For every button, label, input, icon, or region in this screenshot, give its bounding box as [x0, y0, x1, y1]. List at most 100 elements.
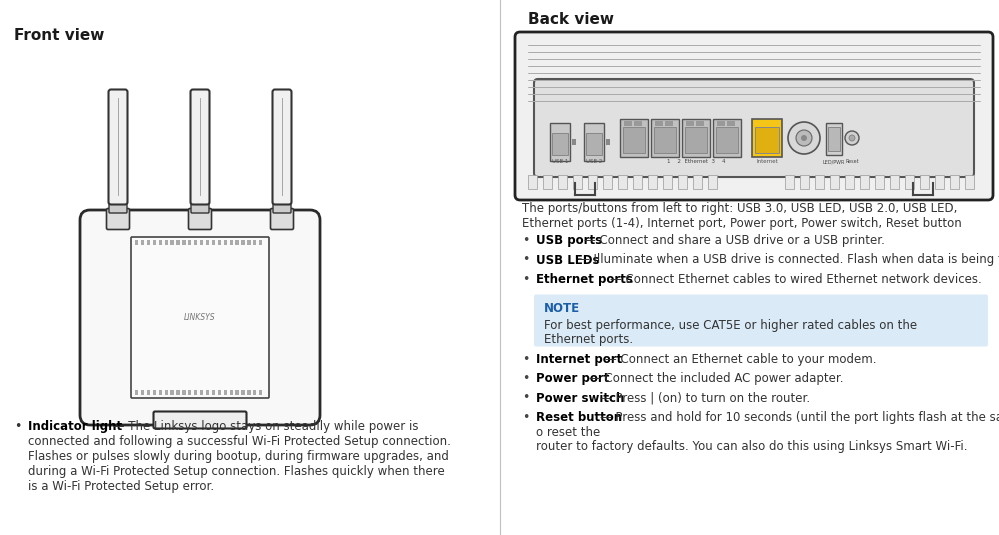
Bar — [558, 175, 567, 189]
Bar — [171, 240, 174, 245]
Bar — [875, 175, 884, 189]
Bar — [828, 127, 840, 151]
FancyBboxPatch shape — [273, 89, 292, 204]
Bar — [224, 240, 227, 245]
FancyBboxPatch shape — [107, 209, 130, 230]
Bar — [935, 175, 944, 189]
Bar — [206, 240, 209, 245]
Bar — [920, 175, 929, 189]
Bar — [830, 175, 839, 189]
Bar — [188, 240, 192, 245]
Bar — [177, 240, 180, 245]
Bar — [717, 121, 725, 126]
Bar — [236, 240, 239, 245]
Bar — [206, 390, 209, 395]
Bar — [845, 175, 854, 189]
Bar — [165, 240, 168, 245]
Bar — [648, 175, 657, 189]
Bar — [815, 175, 824, 189]
Text: — Connect the included AC power adapter.: — Connect the included AC power adapter. — [589, 372, 843, 385]
Bar — [727, 121, 735, 126]
Bar — [188, 390, 192, 395]
Text: Ethernet ports (1-4), Internet port, Power port, Power switch, Reset button: Ethernet ports (1-4), Internet port, Pow… — [522, 217, 962, 230]
Bar — [713, 119, 741, 157]
FancyBboxPatch shape — [191, 89, 210, 204]
Bar — [230, 390, 233, 395]
Text: •: • — [522, 411, 529, 424]
Bar — [177, 390, 180, 395]
Bar — [633, 175, 642, 189]
Bar — [655, 121, 663, 126]
Circle shape — [845, 131, 859, 145]
Bar — [230, 240, 233, 245]
Text: •: • — [522, 372, 529, 385]
Bar — [147, 390, 150, 395]
Bar — [550, 123, 570, 161]
Bar — [905, 175, 914, 189]
Text: — Connect Ethernet cables to wired Ethernet network devices.: — Connect Ethernet cables to wired Ether… — [610, 273, 982, 286]
Bar — [890, 175, 899, 189]
Text: — Connect and share a USB drive or a USB printer.: — Connect and share a USB drive or a USB… — [583, 234, 884, 247]
Text: Indicator light: Indicator light — [28, 420, 122, 433]
Bar — [141, 390, 144, 395]
Text: — Connect an Ethernet cable to your modem.: — Connect an Ethernet cable to your mode… — [605, 353, 876, 365]
FancyBboxPatch shape — [271, 209, 294, 230]
Bar — [620, 119, 648, 157]
Text: Reset button: Reset button — [536, 411, 622, 424]
Bar — [663, 175, 672, 189]
Bar — [200, 390, 203, 395]
Bar — [212, 240, 215, 245]
Bar — [682, 119, 710, 157]
Bar — [194, 390, 198, 395]
Bar — [654, 127, 676, 153]
Text: — Press and hold for 10 seconds (until the port lights flash at the same time) t: — Press and hold for 10 seconds (until t… — [599, 411, 999, 424]
Text: LED/PWR: LED/PWR — [823, 159, 845, 164]
Text: •: • — [522, 254, 529, 266]
Bar — [182, 240, 186, 245]
Text: •: • — [522, 353, 529, 365]
Bar — [665, 121, 673, 126]
Text: Flashes or pulses slowly during bootup, during firmware upgrades, and: Flashes or pulses slowly during bootup, … — [28, 450, 449, 463]
Circle shape — [849, 135, 855, 141]
Text: •: • — [522, 234, 529, 247]
Bar — [253, 240, 257, 245]
Text: Back view: Back view — [528, 12, 614, 27]
Bar — [135, 390, 138, 395]
Bar — [634, 121, 642, 126]
FancyBboxPatch shape — [191, 201, 209, 213]
Bar — [218, 240, 221, 245]
Text: Front view: Front view — [14, 28, 104, 43]
FancyBboxPatch shape — [109, 89, 128, 204]
Bar — [259, 390, 263, 395]
Bar — [651, 119, 679, 157]
Bar — [800, 175, 809, 189]
Bar — [752, 119, 782, 157]
FancyBboxPatch shape — [189, 209, 212, 230]
FancyBboxPatch shape — [273, 201, 291, 213]
Text: is a Wi-Fi Protected Setup error.: is a Wi-Fi Protected Setup error. — [28, 480, 214, 493]
Text: USB 2: USB 2 — [585, 159, 602, 164]
Bar — [153, 240, 156, 245]
FancyBboxPatch shape — [515, 32, 993, 200]
Bar — [586, 133, 602, 155]
Bar — [686, 121, 694, 126]
Text: o reset the: o reset the — [536, 425, 600, 439]
Text: Reset: Reset — [845, 159, 859, 164]
Bar — [153, 390, 156, 395]
Bar — [696, 121, 704, 126]
Bar — [678, 175, 687, 189]
Bar — [141, 240, 144, 245]
Bar — [584, 123, 604, 161]
Bar — [165, 390, 168, 395]
Bar — [618, 175, 627, 189]
Bar — [528, 175, 537, 189]
Bar — [603, 175, 612, 189]
Bar — [552, 133, 568, 155]
Bar — [242, 240, 245, 245]
Text: USB 1: USB 1 — [551, 159, 568, 164]
Bar — [194, 240, 198, 245]
Bar — [248, 240, 251, 245]
Bar — [685, 127, 707, 153]
Text: during a Wi-Fi Protected Setup connection. Flashes quickly when there: during a Wi-Fi Protected Setup connectio… — [28, 465, 445, 478]
FancyBboxPatch shape — [534, 79, 974, 177]
